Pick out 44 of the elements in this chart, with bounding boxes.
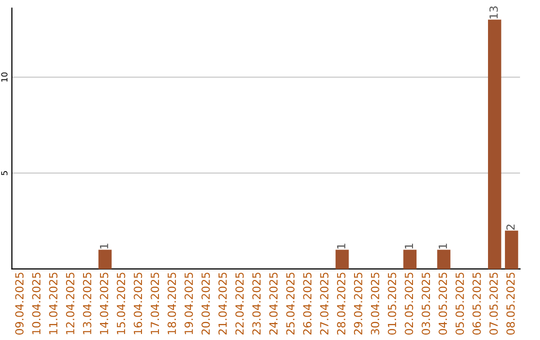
x-tick-label: 01.05.2025 xyxy=(388,272,396,335)
bar xyxy=(336,250,349,269)
x-tick-label: 28.04.2025 xyxy=(336,272,346,335)
x-tick-label: 06.05.2025 xyxy=(472,272,481,335)
x-tick-label: 05.05.2025 xyxy=(456,272,464,335)
data-label: 1 xyxy=(438,244,447,249)
x-tick-label: 20.04.2025 xyxy=(201,272,210,335)
bar xyxy=(403,250,417,269)
x-tick-label: 09.04.2025 xyxy=(15,272,24,335)
x-tick-label: 17.04.2025 xyxy=(150,272,160,334)
x-tick-label: 12.04.2025 xyxy=(66,272,74,334)
x-tick-label: 08.05.2025 xyxy=(506,272,515,335)
x-tick-label: 27.04.2025 xyxy=(320,272,328,335)
x-tick-label: 19.04.2025 xyxy=(184,272,193,334)
bar xyxy=(488,20,502,269)
x-tick-label: 23.04.2025 xyxy=(252,272,261,335)
x-tick-label: 04.05.2025 xyxy=(438,272,448,335)
bar xyxy=(437,250,450,269)
bar xyxy=(98,250,112,269)
bar xyxy=(504,230,518,269)
y-tick-label: 5 xyxy=(1,171,8,176)
x-tick-label: 10.04.2025 xyxy=(32,272,41,334)
x-tick-label: 26.04.2025 xyxy=(303,272,312,335)
x-tick-label: 02.05.2025 xyxy=(404,272,414,335)
x-tick-label: 07.05.2025 xyxy=(489,272,498,335)
y-tick-label: 10 xyxy=(1,72,8,82)
data-label: 13 xyxy=(489,6,498,18)
x-tick-label: 11.04.2025 xyxy=(49,272,58,334)
x-tick-label: 29.04.2025 xyxy=(354,272,362,335)
data-label: 1 xyxy=(337,244,346,249)
x-tick-label: 25.04.2025 xyxy=(286,272,295,335)
x-tick-label: 15.04.2025 xyxy=(116,272,126,334)
x-tick-label: 30.04.2025 xyxy=(370,272,380,334)
x-tick-label: 03.05.2025 xyxy=(422,272,430,335)
data-label: 1 xyxy=(100,244,108,249)
x-tick-label: 13.04.2025 xyxy=(82,272,92,334)
x-tick-label: 16.04.2025 xyxy=(134,272,142,334)
data-label: 1 xyxy=(404,244,413,249)
x-tick-label: 18.04.2025 xyxy=(168,272,176,334)
x-tick-label: 21.04.2025 xyxy=(218,272,227,335)
x-tick-label: 14.04.2025 xyxy=(100,272,108,334)
x-tick-label: 24.04.2025 xyxy=(269,272,278,335)
x-tick-label: 22.04.2025 xyxy=(235,272,244,335)
data-label: 2 xyxy=(506,224,515,230)
